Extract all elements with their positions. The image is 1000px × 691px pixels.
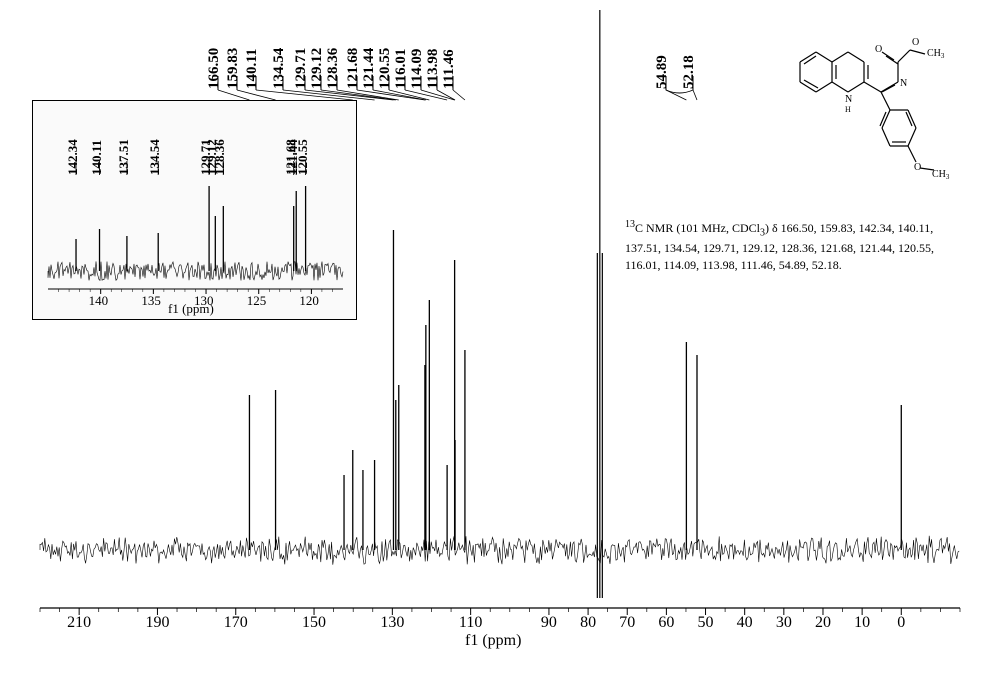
- main-axis-tick: 110: [456, 614, 486, 632]
- mol-o-dbl: O: [875, 44, 882, 55]
- main-peak-label: 54.89: [654, 55, 671, 89]
- main-peak-label: 111.46: [441, 49, 458, 89]
- inset-nmr-spectrum: 142.34140.11137.51134.54129.71129.12128.…: [32, 100, 357, 320]
- main-x-axis-label: f1 (ppm): [465, 632, 521, 650]
- main-peak-label: 52.18: [681, 55, 698, 89]
- main-axis-tick: 190: [142, 614, 172, 632]
- nmr-suffix: ) δ 166.50, 159.83, 142.34, 140.11,: [765, 221, 933, 235]
- mol-nh-n: N: [845, 94, 852, 105]
- inset-axis-tick: 140: [89, 293, 109, 309]
- inset-axis-tick: 135: [141, 293, 161, 309]
- nmr-line2: 137.51, 134.54, 129.71, 129.12, 128.36, …: [625, 241, 934, 255]
- main-axis-tick: 150: [299, 614, 329, 632]
- main-axis-tick: 80: [573, 614, 603, 632]
- mol-ch3-top: CH3: [927, 48, 945, 60]
- main-axis-tick: 10: [847, 614, 877, 632]
- main-axis-tick: 50: [691, 614, 721, 632]
- main-peak-label: 116.01: [393, 49, 410, 89]
- main-axis-tick: 60: [651, 614, 681, 632]
- molecule-structure: O O CH3 N N H O CH3: [790, 30, 955, 205]
- inset-peak-label: 142.34: [65, 139, 81, 175]
- main-peak-label: 129.12: [309, 48, 326, 89]
- main-peak-label: 129.71: [293, 48, 310, 89]
- main-axis-tick: 90: [534, 614, 564, 632]
- mol-n: N: [900, 78, 907, 89]
- main-peak-label: 120.55: [377, 48, 394, 89]
- main-axis-tick: 170: [221, 614, 251, 632]
- nmr-sup: 13: [625, 219, 635, 230]
- main-peak-label: 159.83: [225, 48, 242, 89]
- main-peak-label: 134.54: [271, 48, 288, 89]
- inset-x-axis-label: f1 (ppm): [168, 301, 214, 317]
- inset-peak-label: 137.51: [116, 139, 132, 175]
- mol-nh-h: H: [845, 105, 851, 114]
- main-peak-label: 113.98: [425, 49, 442, 89]
- mol-ch3-bottom: CH3: [932, 169, 950, 181]
- main-axis-tick: 210: [64, 614, 94, 632]
- main-peak-label: 121.68: [345, 48, 362, 89]
- main-axis-tick: 0: [886, 614, 916, 632]
- mol-o-top: O: [912, 37, 919, 48]
- nmr-line3: 116.01, 114.09, 113.98, 111.46, 54.89, 5…: [625, 258, 842, 272]
- inset-peak-label: 140.11: [89, 140, 105, 175]
- main-peak-label: 128.36: [325, 48, 342, 89]
- main-peak-label: 114.09: [409, 49, 426, 89]
- main-axis-tick: 40: [730, 614, 760, 632]
- main-peak-label: 166.50: [206, 48, 223, 89]
- inset-peak-label: 134.54: [147, 139, 163, 175]
- main-axis-tick: 30: [769, 614, 799, 632]
- main-peak-label: 140.11: [244, 49, 261, 89]
- inset-spectrum-svg: [33, 101, 358, 321]
- inset-peak-label: 128.36: [212, 139, 228, 175]
- main-peak-label: 121.44: [361, 48, 378, 89]
- inset-axis-tick: 120: [299, 293, 319, 309]
- main-axis-tick: 70: [612, 614, 642, 632]
- main-axis-tick: 20: [808, 614, 838, 632]
- inset-peak-label: 120.55: [295, 139, 311, 175]
- inset-axis-tick: 125: [247, 293, 267, 309]
- nmr-data-text: 13C NMR (101 MHz, CDCl3) δ 166.50, 159.8…: [625, 218, 955, 274]
- main-axis-tick: 130: [377, 614, 407, 632]
- mol-o-bottom: O: [914, 162, 921, 173]
- nmr-prefix: C NMR (101 MHz, CDCl: [635, 221, 760, 235]
